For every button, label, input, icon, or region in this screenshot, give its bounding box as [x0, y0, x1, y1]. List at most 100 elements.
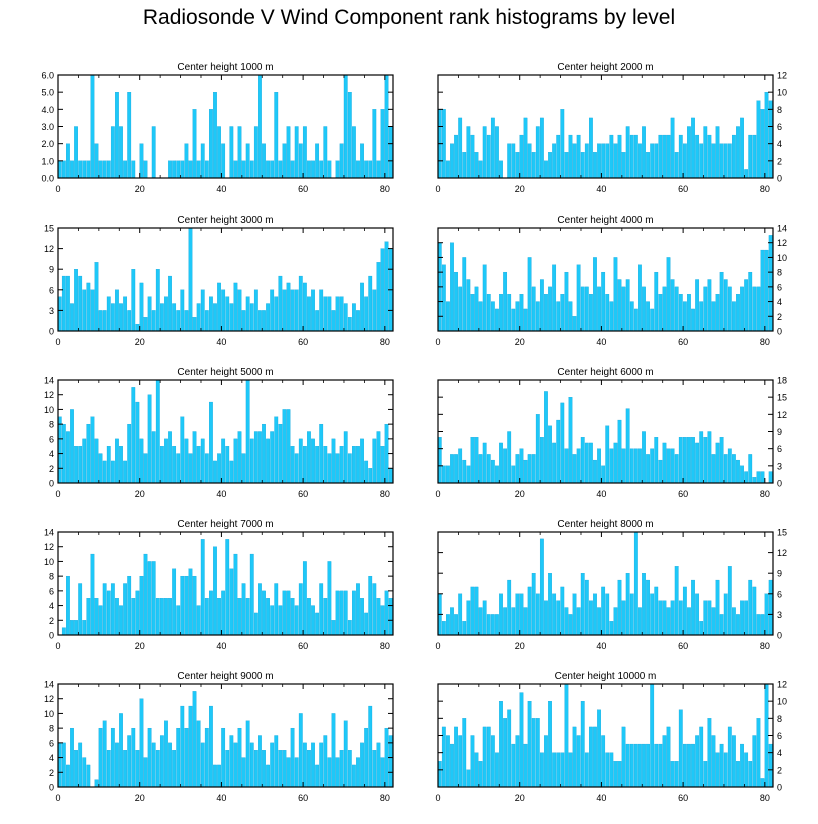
bar	[482, 442, 487, 484]
bar	[372, 438, 377, 484]
bar	[462, 718, 467, 788]
bar	[674, 761, 679, 788]
bar	[658, 134, 663, 179]
bar	[711, 143, 716, 179]
bar	[707, 279, 712, 332]
bar	[147, 296, 152, 332]
bar	[192, 691, 197, 788]
y-tick-label: 4	[49, 449, 54, 459]
bar	[580, 152, 585, 179]
bar	[719, 271, 724, 332]
bar	[474, 437, 479, 484]
bar	[678, 709, 683, 788]
y-tick-label: 8	[49, 572, 54, 582]
bar	[593, 152, 597, 179]
bar	[740, 117, 744, 179]
bar	[744, 471, 749, 484]
bar	[204, 598, 209, 636]
bar	[266, 598, 270, 636]
bar	[266, 160, 270, 179]
y-tick-label: 12	[44, 244, 54, 254]
x-tick-label: 0	[435, 489, 440, 499]
bar	[605, 294, 610, 332]
bar	[290, 727, 295, 788]
bar	[164, 720, 168, 788]
bar	[376, 262, 381, 332]
bar	[217, 598, 221, 636]
bar	[319, 289, 324, 332]
x-tick-label: 40	[596, 489, 606, 499]
bar	[241, 160, 246, 179]
bar	[102, 720, 107, 788]
bar	[593, 726, 597, 788]
y-tick-label: 9	[777, 569, 782, 579]
bar	[131, 727, 136, 788]
bar	[560, 752, 565, 788]
bar	[482, 600, 487, 636]
bar	[646, 301, 650, 332]
bar	[539, 437, 544, 484]
bar	[450, 607, 454, 636]
bar	[184, 438, 189, 484]
bar	[621, 152, 626, 179]
bar	[311, 289, 315, 332]
bar	[168, 275, 172, 332]
bar	[474, 286, 479, 332]
bar	[343, 74, 348, 179]
bar	[633, 743, 638, 788]
y-tick-label: 8	[777, 105, 782, 115]
bar	[670, 600, 675, 636]
bar	[331, 310, 336, 332]
bar	[466, 465, 471, 484]
bar	[139, 282, 144, 332]
bar	[470, 294, 475, 332]
bar	[347, 453, 352, 484]
bar	[356, 160, 360, 179]
bar	[351, 303, 356, 332]
bar	[270, 605, 275, 636]
bar	[736, 614, 740, 636]
bar	[347, 620, 352, 636]
bar	[621, 600, 626, 636]
bar	[572, 454, 577, 484]
bar	[311, 160, 315, 179]
bar	[605, 425, 610, 484]
x-tick-label: 80	[760, 489, 770, 499]
bar	[70, 409, 74, 484]
bar	[192, 317, 197, 332]
bar	[253, 289, 258, 332]
bar	[703, 437, 708, 484]
bar	[278, 275, 283, 332]
bar	[499, 701, 503, 788]
bar	[135, 750, 140, 788]
bar	[531, 152, 536, 179]
bar	[343, 303, 348, 332]
bar	[658, 459, 663, 484]
bar	[221, 590, 226, 636]
bar	[703, 761, 708, 788]
x-tick-label: 80	[760, 184, 770, 194]
bar	[245, 598, 250, 636]
bar	[135, 323, 140, 332]
bar	[127, 575, 132, 636]
y-tick-label: 4	[777, 297, 782, 307]
bar	[486, 134, 491, 179]
x-tick-label: 0	[55, 184, 60, 194]
bar	[556, 752, 561, 788]
bar	[531, 454, 536, 484]
bar	[629, 743, 634, 788]
bar	[531, 286, 536, 332]
bar	[270, 742, 275, 788]
bar	[343, 590, 348, 636]
bar	[164, 598, 168, 636]
bar	[495, 752, 499, 788]
bar	[446, 614, 450, 636]
bar	[339, 750, 344, 788]
bar	[90, 74, 95, 179]
y-tick-label: 8	[777, 714, 782, 724]
y-tick-label: 3	[777, 461, 782, 471]
panel-title: Center height 1000 m	[177, 62, 273, 73]
bar	[176, 605, 181, 636]
bar	[323, 296, 328, 332]
bar	[625, 573, 630, 636]
